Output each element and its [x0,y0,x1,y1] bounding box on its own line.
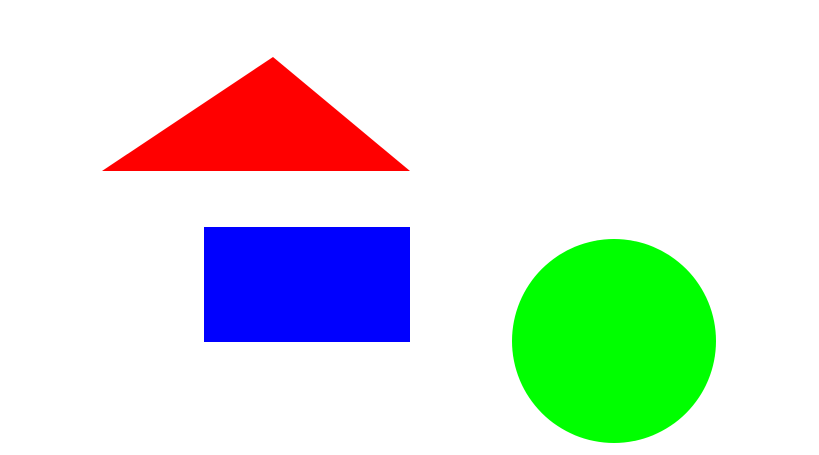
blue-rectangle [204,227,410,342]
green-circle [512,239,716,443]
red-triangle [102,57,410,171]
